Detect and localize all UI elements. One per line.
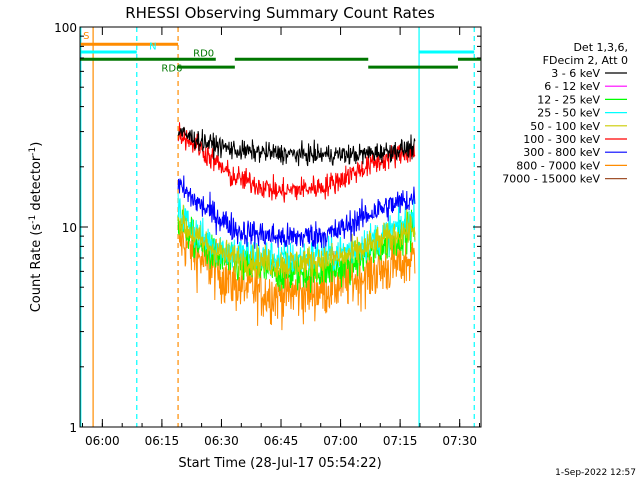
y-tick-label-2: 100 [54, 21, 77, 35]
series-5 [177, 122, 416, 203]
y-axis-label-end: ) [29, 142, 44, 147]
legend-label-0: 3 - 6 keV [551, 67, 600, 80]
x-tick-label-3: 06:45 [264, 434, 299, 448]
series-layer [177, 122, 416, 331]
x-axis-label: Start Time (28-Jul-17 05:54:22) [178, 456, 381, 471]
y-axis-label: Count Rate (s-1 detector-1) [28, 142, 44, 313]
x-tick-label-5: 07:15 [383, 434, 418, 448]
legend-label-2: 12 - 25 keV [537, 93, 600, 106]
flag-label-0: S [83, 31, 89, 42]
legend-label-7: 800 - 7000 keV [516, 159, 600, 172]
x-tick-label-1: 06:15 [145, 434, 180, 448]
legend-label-5: 100 - 300 keV [523, 133, 600, 146]
legend-header-0: Det 1,3,6, [573, 41, 628, 54]
x-tick-label-2: 06:30 [204, 434, 239, 448]
legend-label-3: 25 - 50 keV [537, 107, 600, 120]
y-axis-label-main: Count Rate (s [29, 224, 44, 313]
flag-label-2: RD0 [193, 49, 214, 60]
legend-header-1: FDecim 2, Att 0 [543, 54, 628, 67]
y-tick-label-0: 1 [69, 421, 77, 435]
series-4 [177, 204, 416, 281]
legend-label-6: 300 - 800 keV [523, 146, 600, 159]
legend-label-8: 7000 - 15000 keV [502, 173, 600, 186]
y-tick-label-1: 10 [62, 221, 77, 235]
legend-label-4: 50 - 100 keV [530, 120, 600, 133]
chart-title: RHESSI Observing Summary Count Rates [125, 4, 435, 22]
y-axis-label-sup2: -1 [28, 147, 38, 156]
x-tick-label-6: 07:30 [442, 434, 477, 448]
x-tick-label-0: 06:00 [85, 434, 120, 448]
flag-label-1: N [149, 42, 156, 53]
flag-label-3: RD6 [161, 63, 182, 74]
axes: 06:00 06:15 06:30 06:45 07:00 07:15 07:30 1 10 10… [54, 21, 481, 448]
flag-bars: S N RD0 RD6 [80, 31, 481, 74]
series-0 [177, 126, 416, 167]
legend-label-1: 6 - 12 keV [544, 80, 600, 93]
y-axis-label-mid: detector [29, 155, 44, 215]
x-tick-label-4: 07:00 [323, 434, 358, 448]
y-axis-label-sup1: -1 [28, 215, 38, 224]
footer-date: 1-Sep-2022 12:57 [555, 468, 636, 478]
series-7 [177, 218, 416, 331]
series-6 [177, 175, 416, 249]
